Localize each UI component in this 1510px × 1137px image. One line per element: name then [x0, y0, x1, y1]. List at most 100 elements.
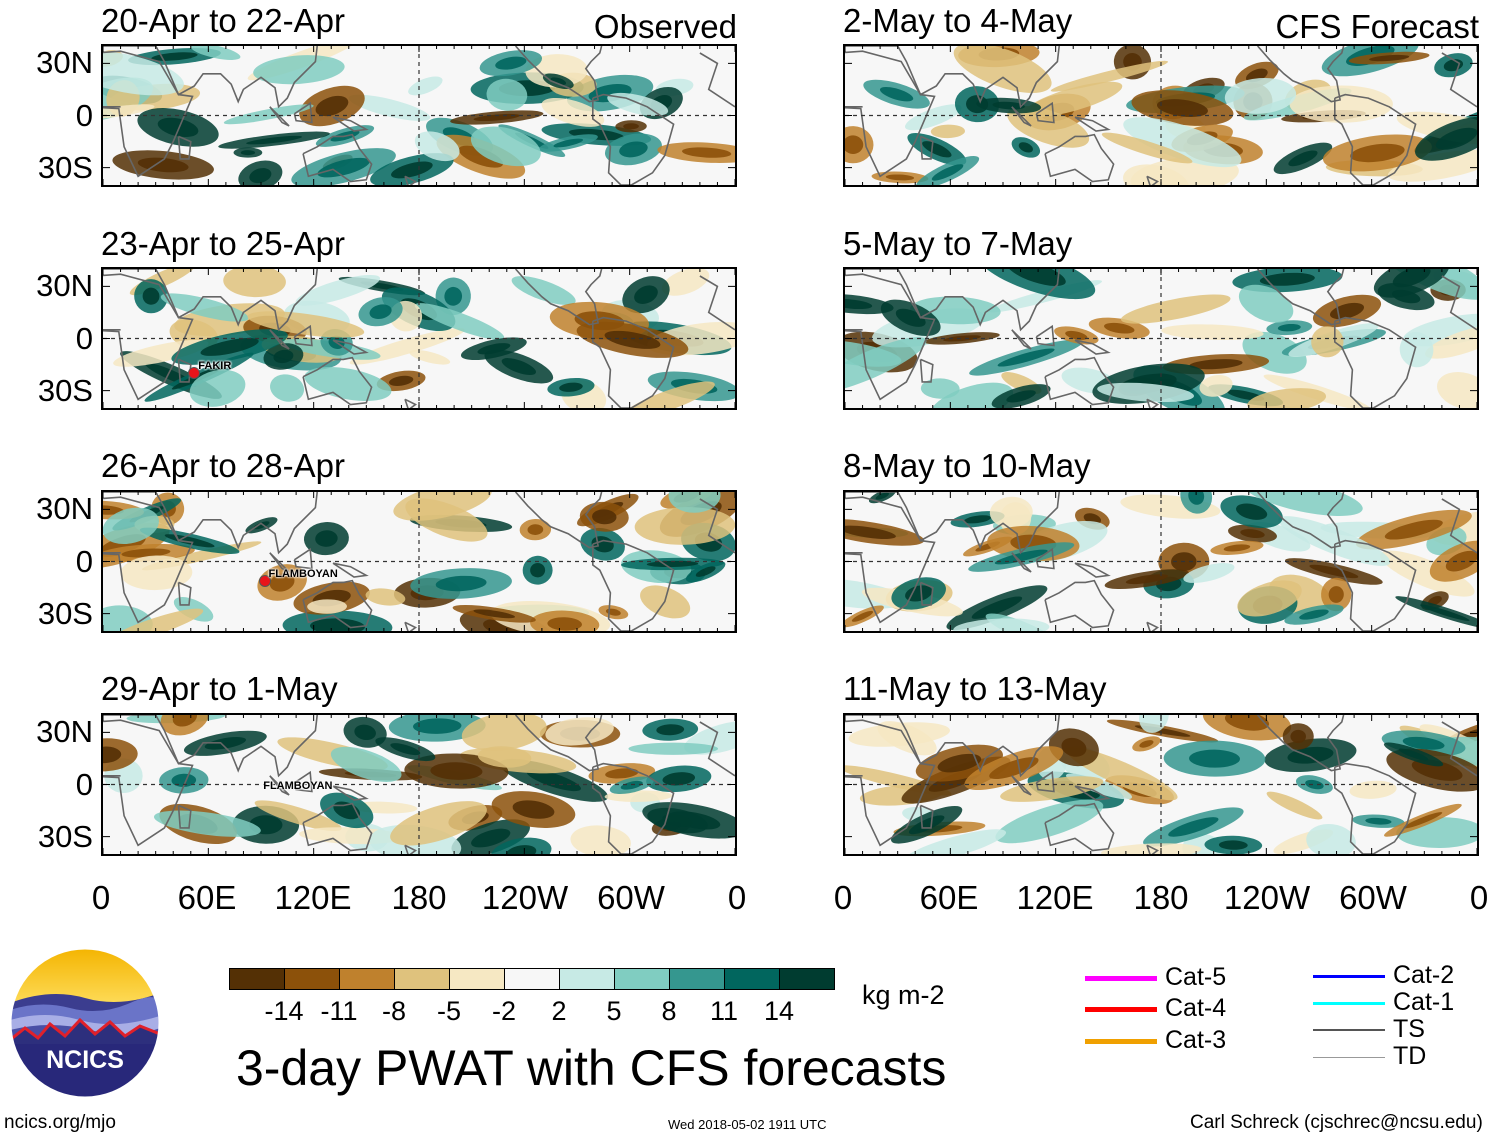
colorbar-units: kg m-2 — [862, 980, 945, 1010]
coastline — [1035, 547, 1055, 570]
anomaly-cell — [1183, 563, 1235, 583]
colorbar-swatch — [229, 968, 285, 990]
coastline — [845, 50, 936, 178]
anomaly-core — [1435, 127, 1477, 150]
anomaly-core — [512, 800, 555, 819]
ncics-logo: NCICS — [10, 948, 160, 1098]
forecast-label: CFS Forecast — [1275, 8, 1479, 45]
anomaly-core — [391, 161, 433, 179]
legend-label: Cat-3 — [1165, 1026, 1227, 1054]
coastline — [103, 715, 318, 778]
coastline — [1441, 52, 1477, 108]
coastline — [845, 715, 1060, 778]
anomaly-cell — [1101, 843, 1202, 854]
anomaly-cell — [113, 339, 209, 367]
panel-title: 11-May to 13-May — [843, 670, 1107, 707]
colorbar-swatch — [724, 968, 780, 990]
anomaly-cell — [270, 374, 305, 402]
anomaly-cell — [953, 46, 1052, 94]
anomaly-core — [875, 492, 889, 500]
anomaly-core — [559, 382, 583, 392]
coastline — [269, 106, 290, 127]
lon-label: 60W — [597, 879, 665, 916]
coastline — [1044, 579, 1115, 629]
anomaly-cell — [930, 124, 966, 139]
storm-marker-icon — [188, 367, 201, 380]
coastline — [302, 579, 373, 629]
anomaly-cell — [120, 555, 193, 591]
anomaly-cell — [1266, 791, 1323, 820]
anomaly-core — [501, 358, 536, 375]
anomaly-core — [905, 585, 933, 602]
anomaly-core — [994, 549, 1048, 565]
colorbar-swatch — [449, 968, 505, 990]
anomaly-core — [1384, 519, 1443, 540]
anomaly-core — [964, 515, 992, 524]
footer-author: Carl Schreck (cjschrec@ncsu.edu) — [1190, 1112, 1483, 1133]
anomaly-core — [1189, 749, 1240, 768]
coastline — [269, 775, 290, 796]
pwat-heatmap — [103, 46, 735, 185]
coastline — [1441, 721, 1477, 777]
anomaly-core — [273, 349, 294, 364]
coastline — [404, 621, 418, 631]
anomaly-cell — [414, 131, 460, 162]
coastline — [293, 324, 313, 347]
anomaly-core — [1392, 269, 1431, 288]
coastline — [1333, 93, 1417, 185]
pwat-heatmap — [845, 715, 1477, 854]
coastline — [1256, 715, 1345, 772]
anomaly-cell — [845, 339, 902, 367]
anomaly-core — [1259, 272, 1315, 286]
colorbar-tick-label: -8 — [381, 996, 406, 1026]
anomaly-core — [1065, 330, 1088, 340]
anomaly-core — [1240, 529, 1265, 539]
colorbar-tick-label: 5 — [606, 996, 622, 1026]
coastline — [103, 50, 194, 178]
anomaly-core — [1403, 812, 1443, 829]
coastline — [1256, 492, 1345, 549]
anomaly-core — [662, 772, 696, 786]
anomaly-core — [458, 145, 503, 168]
anomaly-core — [1420, 604, 1470, 621]
colorbar-swatch — [559, 968, 615, 990]
anomaly-core — [1277, 323, 1301, 332]
anomaly-core — [845, 135, 864, 154]
anomaly-core — [1288, 150, 1318, 167]
anomaly-core — [1350, 143, 1405, 163]
map-panel — [843, 490, 1479, 633]
coastline — [919, 358, 934, 383]
lat-label: 0 — [75, 97, 93, 133]
anomaly-core — [885, 174, 915, 181]
panel-title: 29-Apr to 1-May — [101, 670, 338, 707]
anomaly-core — [1006, 390, 1036, 403]
coastline — [1333, 762, 1417, 854]
coastline — [293, 770, 313, 793]
anomaly-core — [477, 343, 511, 355]
anomaly-core — [315, 95, 349, 117]
anomaly-core — [1309, 564, 1359, 579]
storm-name: FLAMBOYAN — [268, 567, 338, 580]
coastline — [302, 802, 373, 852]
anomaly-core — [413, 718, 462, 734]
anomaly-cell — [1237, 580, 1302, 617]
anomaly-core — [204, 736, 247, 750]
anomaly-core — [388, 375, 414, 387]
coastline — [591, 316, 675, 408]
legend-swatch — [1313, 974, 1385, 978]
coastline — [845, 273, 936, 401]
anomaly-core — [495, 56, 527, 70]
anomaly-cell — [414, 303, 505, 340]
anomaly-core — [1398, 748, 1429, 761]
pwat-heatmap — [845, 269, 1477, 408]
anomaly-core — [908, 815, 945, 835]
lat-label: 30N — [36, 268, 93, 304]
legend-label: TD — [1393, 1042, 1427, 1070]
anomaly-cell — [661, 269, 710, 296]
anomaly-core — [249, 168, 272, 184]
anomaly-core — [634, 285, 658, 304]
anomaly-core — [527, 524, 544, 535]
coastline — [177, 804, 192, 829]
anomaly-core — [246, 135, 302, 145]
coastline — [1256, 269, 1345, 326]
